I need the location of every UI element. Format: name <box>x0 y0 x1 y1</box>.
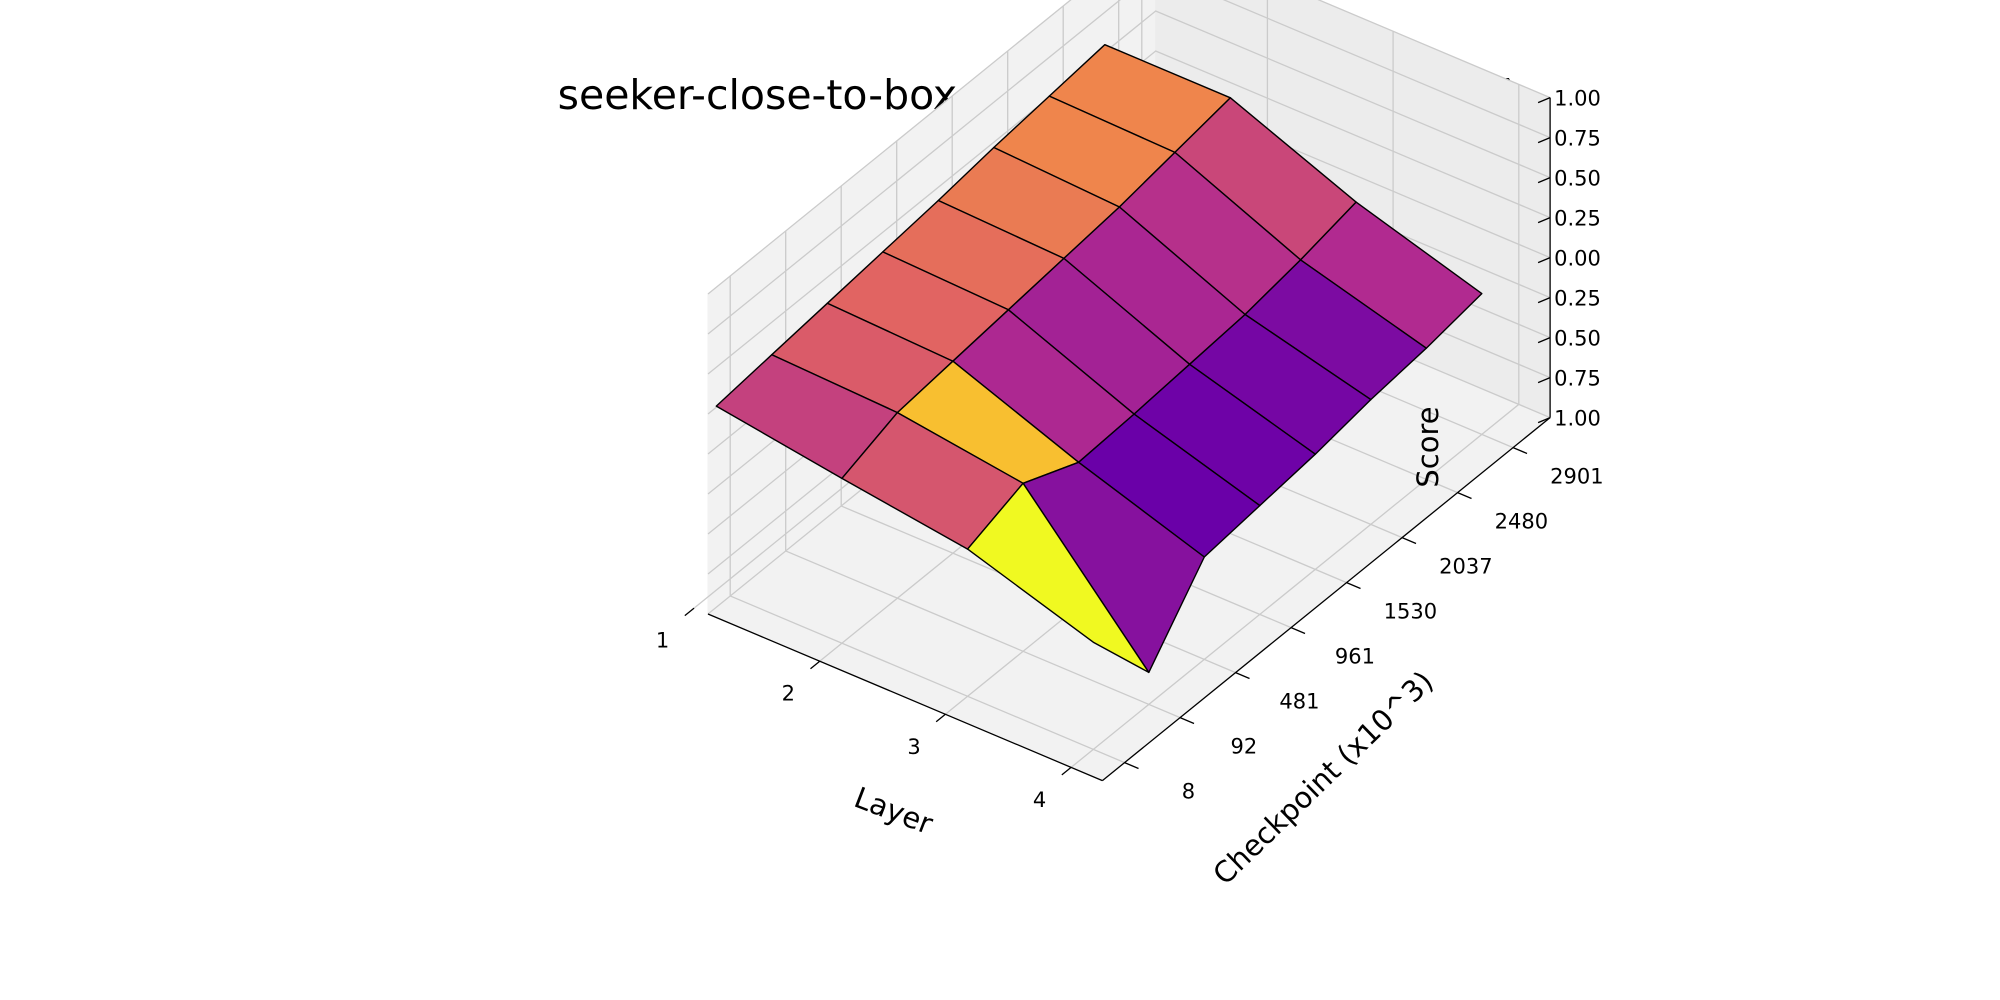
z-gridline <box>707 0 1551 295</box>
y-axis-line <box>1101 417 1551 782</box>
x-tick-label: 1 <box>656 629 669 653</box>
x-tick-label: 2 <box>782 682 795 706</box>
y-tick-label: 2480 <box>1495 510 1548 534</box>
z-tick-label: 0.50 <box>1554 327 1601 351</box>
z-tick-label: 0.25 <box>1554 207 1601 231</box>
z-tick-label: 1.00 <box>1554 87 1601 111</box>
z-tick-mark <box>1537 177 1551 184</box>
z-tick-mark <box>1537 137 1551 144</box>
z-tick-mark <box>1537 417 1551 424</box>
y-tick-label: 1530 <box>1384 600 1437 624</box>
x-tick-mark <box>684 607 695 617</box>
z-tick-label: 0.75 <box>1554 127 1601 151</box>
y-tick-label: 92 <box>1231 735 1258 759</box>
z-axis-label: Score <box>1411 406 1445 487</box>
y-axis-label: Checkpoint (x10^3) <box>1206 664 1440 891</box>
x-tick-mark <box>935 713 946 723</box>
z-tick-mark <box>1537 217 1551 224</box>
surface-plot <box>715 44 1483 674</box>
y-tick-mark <box>1457 492 1472 500</box>
z-tick-label: 1.00 <box>1554 407 1601 431</box>
y-tick-mark <box>1235 672 1250 680</box>
z-tick-label: 0.75 <box>1554 367 1601 391</box>
axes <box>684 96 1551 782</box>
x-tick-mark <box>810 660 821 670</box>
y-tick-mark <box>1401 537 1417 545</box>
y-tick-label: 8 <box>1182 780 1195 804</box>
z-tick-label: 0.50 <box>1554 167 1601 191</box>
z-tick-mark <box>1537 96 1551 104</box>
y-tick-label: 2037 <box>1439 555 1492 579</box>
z-tick-label: 0.00 <box>1554 247 1601 271</box>
surface-face <box>966 482 1150 674</box>
z-gridline <box>707 0 1551 335</box>
y-tick-mark <box>1290 627 1306 635</box>
z-tick-mark <box>1537 257 1551 264</box>
x-tick-label: 3 <box>907 735 920 759</box>
z-gridline <box>707 10 1551 375</box>
z-tick-label: 0.25 <box>1554 287 1601 311</box>
x-tick-mark <box>1061 766 1072 776</box>
y-tick-label: 2901 <box>1550 465 1603 489</box>
y-tick-mark <box>1346 582 1361 590</box>
z-tick-mark <box>1537 377 1551 384</box>
z-tick-mark <box>1537 297 1551 304</box>
x-axis-line <box>707 613 1103 782</box>
y-tick-label: 481 <box>1279 690 1319 714</box>
y-tick-label: 961 <box>1335 645 1375 669</box>
y-tick-mark <box>1179 717 1195 725</box>
x-axis-label: Layer <box>850 780 938 841</box>
y-tick-mark <box>1124 762 1139 770</box>
z-tick-mark <box>1537 337 1551 344</box>
y-tick-mark <box>1512 447 1528 455</box>
x-tick-label: 4 <box>1033 788 1046 812</box>
